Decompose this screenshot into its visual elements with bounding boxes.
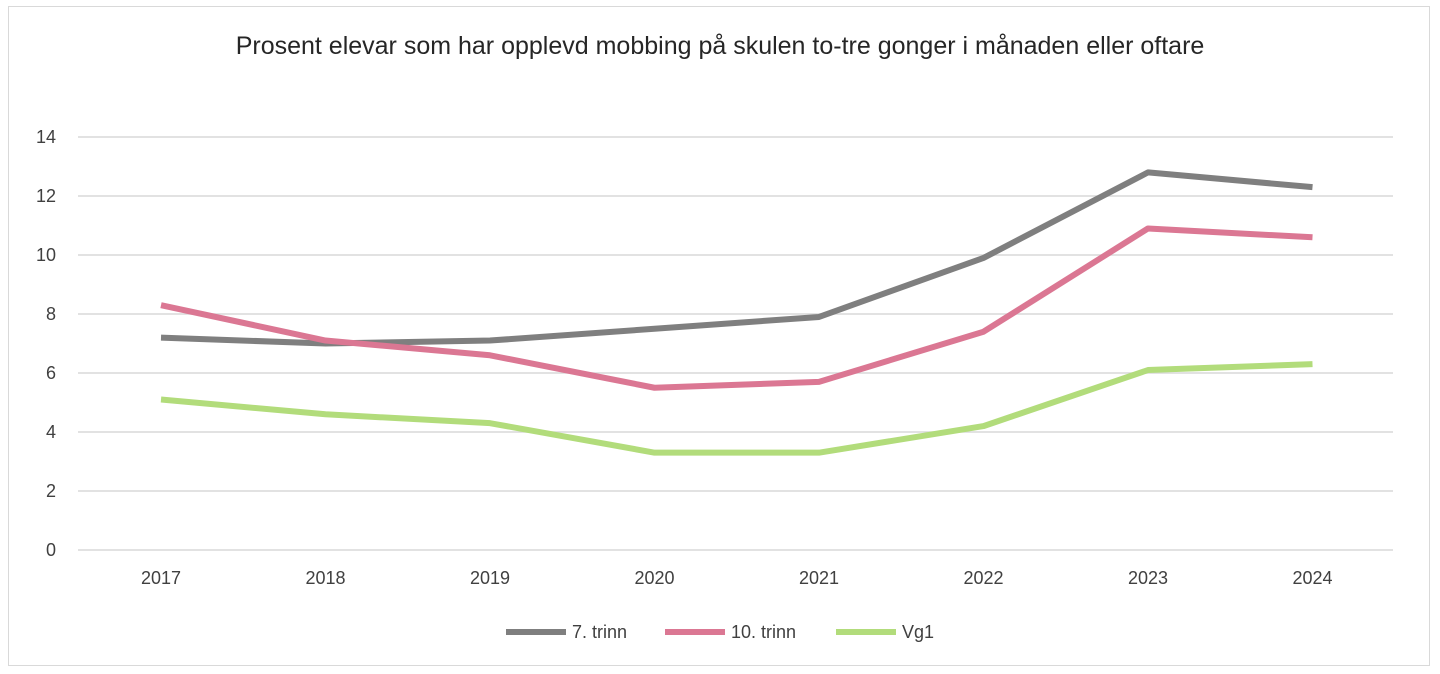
y-tick-label: 2 [46, 481, 56, 501]
chart-frame [8, 6, 1430, 666]
y-axis-ticks: 0 2 4 6 8 10 12 14 [36, 127, 56, 560]
y-tick-label: 10 [36, 245, 56, 265]
y-tick-label: 8 [46, 304, 56, 324]
legend-label: Vg1 [902, 622, 934, 642]
x-tick-label: 2021 [799, 568, 839, 588]
y-tick-label: 12 [36, 186, 56, 206]
x-tick-label: 2019 [470, 568, 510, 588]
legend-label: 10. trinn [731, 622, 796, 642]
x-tick-label: 2023 [1128, 568, 1168, 588]
series-lines [160, 169, 1313, 456]
x-tick-label: 2022 [963, 568, 1003, 588]
series-line-10-trinn [160, 225, 1313, 391]
series-line-vg1 [160, 361, 1313, 456]
x-tick-label: 2017 [141, 568, 181, 588]
x-axis-ticks: 2017 2018 2019 2020 2021 2022 2023 2024 [141, 568, 1333, 588]
legend: 7. trinn 10. trinn Vg1 [506, 622, 934, 642]
y-tick-label: 6 [46, 363, 56, 383]
x-tick-label: 2020 [634, 568, 674, 588]
y-tick-label: 14 [36, 127, 56, 147]
chart-title: Prosent elevar som har opplevd mobbing p… [236, 32, 1205, 60]
x-tick-label: 2024 [1292, 568, 1332, 588]
series-line-7-trinn [160, 169, 1313, 347]
x-tick-label: 2018 [305, 568, 345, 588]
y-tick-label: 0 [46, 540, 56, 560]
legend-label: 7. trinn [572, 622, 627, 642]
y-tick-label: 4 [46, 422, 56, 442]
gridlines [78, 136, 1393, 551]
